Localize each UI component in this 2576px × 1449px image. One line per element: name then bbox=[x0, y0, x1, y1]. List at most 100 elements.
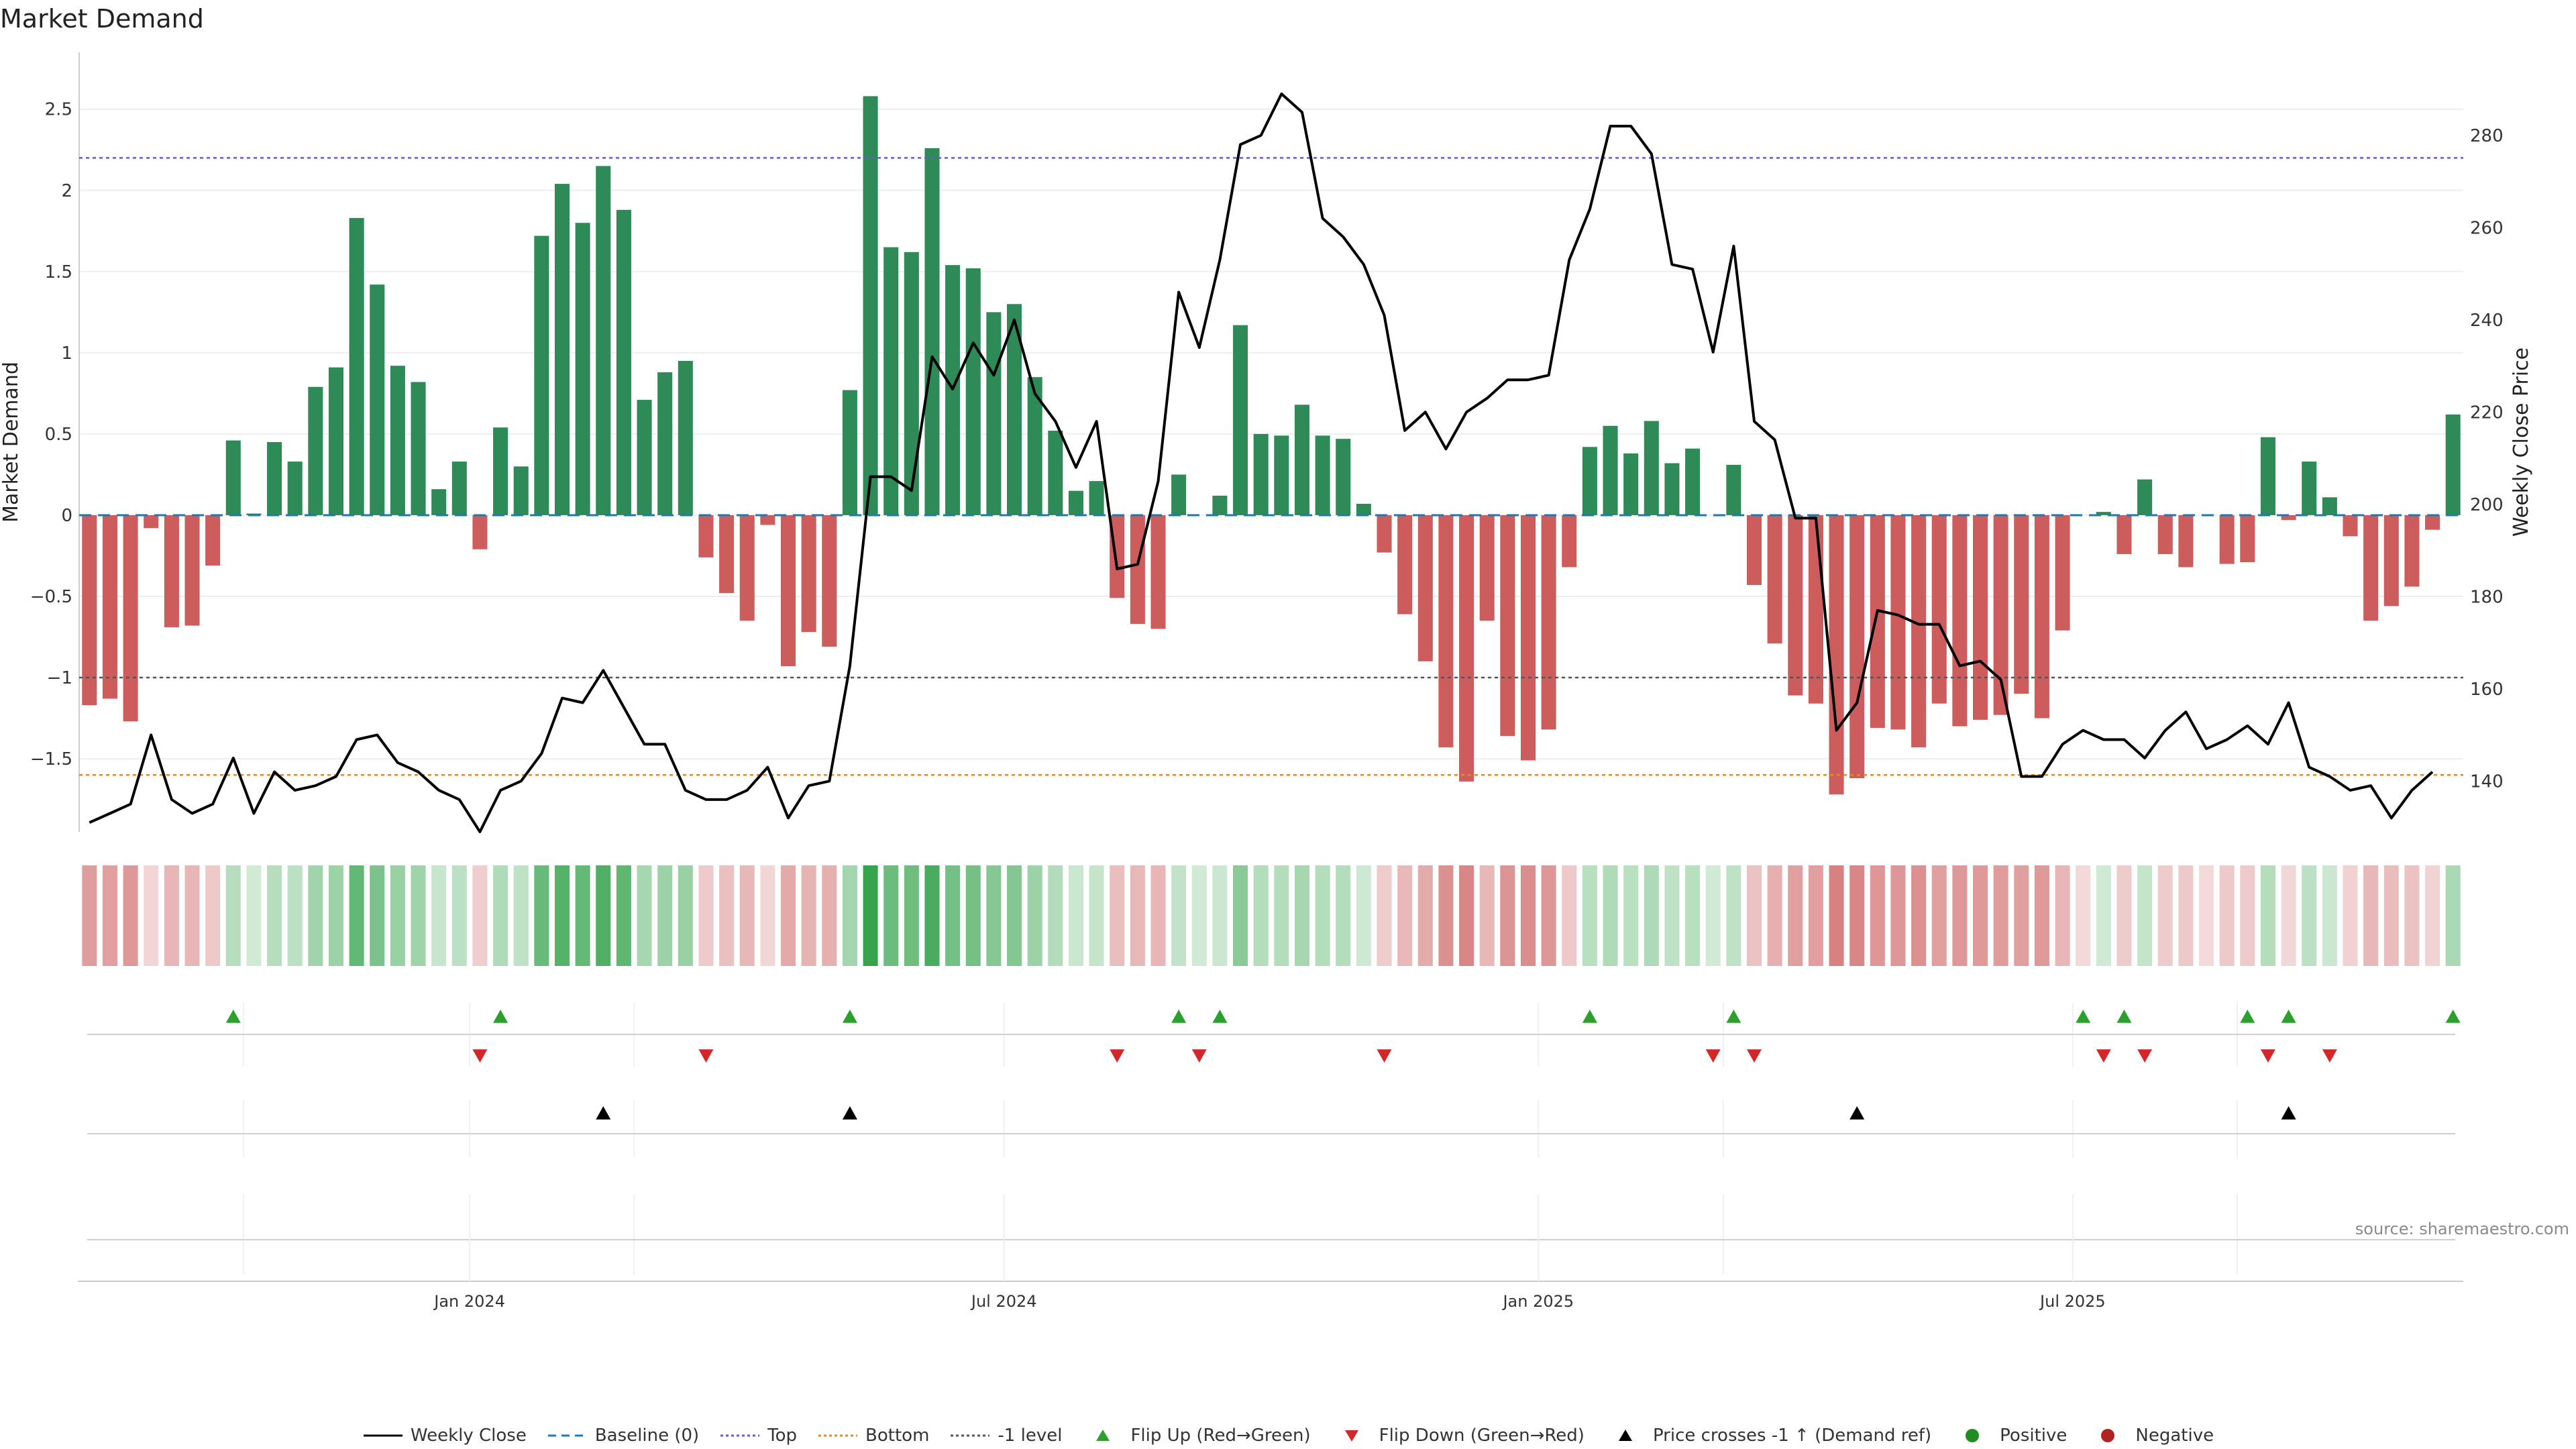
demand-bar bbox=[698, 515, 714, 557]
source-note: source: sharemaestro.com bbox=[2355, 1220, 2569, 1238]
demand-heat-cell bbox=[370, 865, 385, 966]
demand-bar bbox=[780, 515, 796, 667]
demand-heat-cell bbox=[2116, 865, 2132, 966]
demand-heat-cell bbox=[1849, 865, 1865, 966]
demand-heat-cell bbox=[1191, 865, 1207, 966]
demand-bar bbox=[390, 366, 405, 515]
demand-heat-cell bbox=[739, 865, 755, 966]
demand-bar bbox=[205, 515, 221, 566]
flip-up-marker bbox=[1171, 1010, 1187, 1023]
demand-heat-cell bbox=[1417, 865, 1433, 966]
demand-bar bbox=[2240, 515, 2255, 563]
demand-heat-cell bbox=[1993, 865, 2008, 966]
legend-label: Price crosses -1 ↑ (Demand ref) bbox=[1652, 1426, 1932, 1446]
y-tick-label: −1.5 bbox=[30, 749, 72, 769]
flip-down-marker bbox=[2137, 1049, 2153, 1063]
legend-label: Weekly Close bbox=[410, 1426, 527, 1446]
demand-heat-cell bbox=[493, 865, 508, 966]
demand-bar bbox=[370, 284, 385, 515]
legend-label: Positive bbox=[2000, 1426, 2068, 1446]
demand-heat-cell bbox=[2240, 865, 2255, 966]
demand-heat-cell bbox=[1685, 865, 1701, 966]
demand-heat-cell bbox=[924, 865, 940, 966]
demand-heat-cell bbox=[1356, 865, 1371, 966]
x-tick-label: Jan 2025 bbox=[1501, 1292, 1574, 1311]
demand-heat-cell bbox=[287, 865, 303, 966]
demand-heat-cell bbox=[1808, 865, 1823, 966]
y-tick-label: 2 bbox=[61, 181, 72, 201]
demand-heat-cell bbox=[123, 865, 138, 966]
legend-swatch bbox=[2101, 1429, 2115, 1442]
demand-heat-cell bbox=[1377, 865, 1392, 966]
demand-bar bbox=[596, 166, 611, 515]
demand-bar bbox=[287, 462, 303, 515]
demand-bar bbox=[1479, 515, 1495, 621]
demand-bar bbox=[1233, 325, 1248, 515]
demand-heat-cell bbox=[575, 865, 590, 966]
legend: Weekly Close Baseline (0) Top Bottom -1 leve… bbox=[0, 1422, 2576, 1449]
demand-bar bbox=[924, 148, 940, 515]
legend-item: Negative bbox=[2087, 1426, 2214, 1446]
demand-bar bbox=[1274, 435, 1289, 515]
x-tick-label: Jan 2024 bbox=[433, 1292, 505, 1311]
demand-bar bbox=[2096, 512, 2111, 515]
demand-bar bbox=[1130, 515, 1145, 625]
demand-bar bbox=[472, 515, 488, 549]
demand-heat-cell bbox=[2157, 865, 2173, 966]
demand-bar bbox=[616, 209, 631, 515]
demand-bar bbox=[842, 390, 857, 515]
demand-heat-cell bbox=[1150, 865, 1166, 966]
demand-bar bbox=[1952, 515, 1968, 727]
demand-heat-cell bbox=[534, 865, 549, 966]
demand-heat-cell bbox=[1644, 865, 1659, 966]
demand-heat-cell bbox=[1048, 865, 1063, 966]
demand-bar bbox=[2014, 515, 2029, 694]
flip-down-marker bbox=[1110, 1049, 1125, 1063]
flip-down-marker bbox=[2260, 1049, 2275, 1063]
demand-heat-cell bbox=[1829, 865, 1844, 966]
demand-heat-cell bbox=[82, 865, 97, 966]
demand-heat-cell bbox=[616, 865, 631, 966]
demand-bar bbox=[411, 382, 426, 515]
legend-item: Top bbox=[719, 1426, 797, 1446]
demand-heat-cell bbox=[349, 865, 364, 966]
demand-bar bbox=[144, 515, 159, 529]
demand-heat-cell bbox=[1726, 865, 1741, 966]
y-tick-label: 2.5 bbox=[45, 100, 72, 120]
y2-tick-label: 220 bbox=[2470, 402, 2504, 423]
demand-heat-cell bbox=[2219, 865, 2235, 966]
demand-bar bbox=[678, 360, 693, 515]
demand-heat-cell bbox=[1664, 865, 1680, 966]
demand-bar bbox=[1788, 515, 1803, 696]
demand-bar bbox=[2116, 515, 2132, 555]
demand-heat-cell bbox=[1315, 865, 1330, 966]
demand-heat-cell bbox=[986, 865, 1002, 966]
y2-axis-label: Weekly Close Price bbox=[2510, 347, 2533, 537]
legend-item: Baseline (0) bbox=[547, 1426, 699, 1446]
demand-heat-cell bbox=[472, 865, 488, 966]
demand-bar bbox=[328, 367, 344, 515]
price-cross-marker bbox=[1849, 1106, 1865, 1120]
demand-heat-cell bbox=[1603, 865, 1618, 966]
demand-bar bbox=[760, 515, 775, 525]
demand-heat-cell bbox=[1562, 865, 1577, 966]
demand-bar bbox=[2034, 515, 2049, 718]
flip-up-marker bbox=[493, 1010, 508, 1023]
demand-heat-cell bbox=[308, 865, 323, 966]
demand-heat-cell bbox=[863, 865, 878, 966]
demand-bar bbox=[1150, 515, 1166, 629]
legend-item: Flip Up (Red→Green) bbox=[1082, 1426, 1311, 1446]
demand-heat-cell bbox=[904, 865, 919, 966]
demand-heat-cell bbox=[1746, 865, 1762, 966]
demand-bar bbox=[267, 442, 282, 515]
demand-bar bbox=[308, 386, 323, 515]
legend-label: Flip Up (Red→Green) bbox=[1130, 1426, 1311, 1446]
legend-swatch bbox=[1966, 1429, 1980, 1442]
price-cross-marker bbox=[596, 1106, 611, 1120]
demand-bar bbox=[1849, 515, 1865, 779]
demand-heat-cell bbox=[2034, 865, 2049, 966]
demand-bar bbox=[2363, 515, 2379, 621]
demand-bar bbox=[2157, 515, 2173, 555]
demand-bar bbox=[82, 515, 97, 706]
demand-bar bbox=[822, 515, 837, 647]
